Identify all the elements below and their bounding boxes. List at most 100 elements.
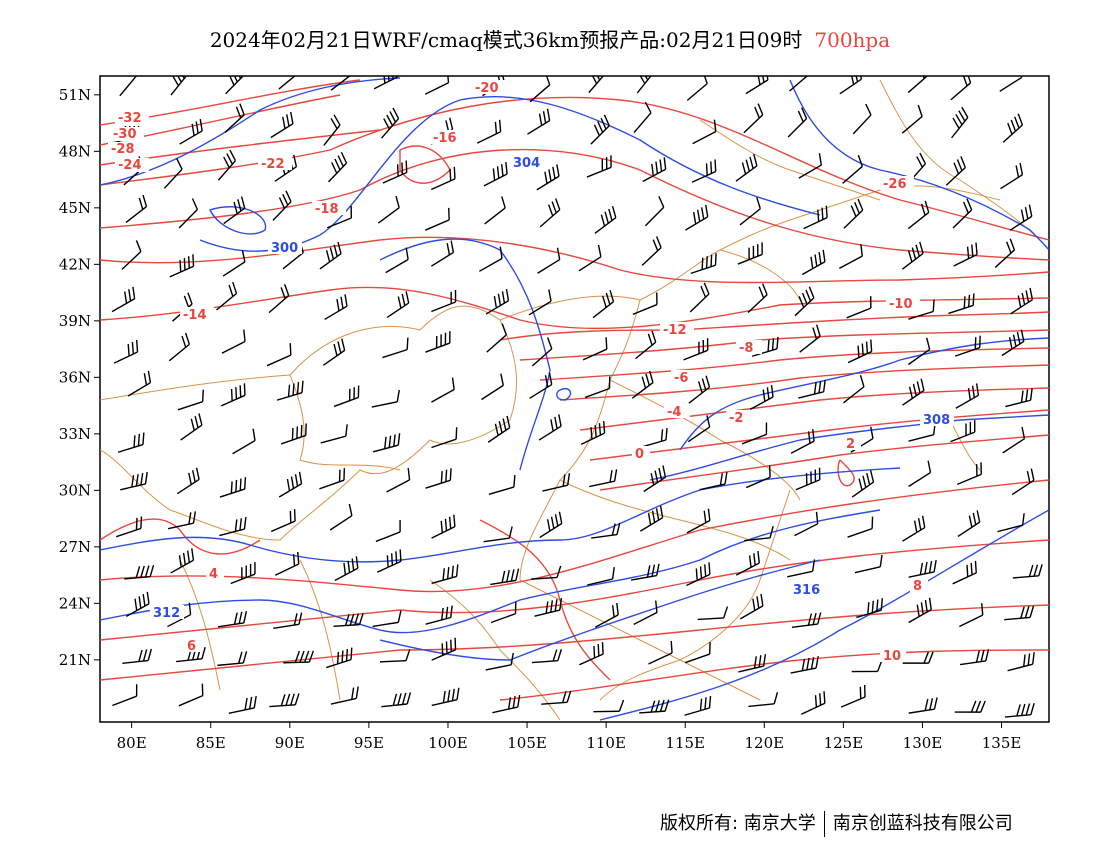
label-temp-4: 4 — [209, 567, 218, 582]
wind-barb — [801, 691, 826, 715]
wind-barb — [531, 649, 563, 664]
x-axis: 80E 85E 90E 95E 100E 105E 110E 115E 120E 125E 130E… — [117, 722, 1021, 752]
map-title: 2024年02月21日WRF/cmaq模式36km预报产品:02月21日09时 7… — [0, 24, 1100, 53]
wind-barb — [425, 605, 453, 625]
wind-barb — [125, 591, 150, 618]
wind-barb — [952, 198, 973, 229]
wind-barb — [221, 329, 246, 354]
wind-barb — [631, 370, 654, 399]
label-height-300: 300 — [271, 241, 298, 256]
wind-barb — [999, 76, 1023, 92]
wind-barb — [1011, 468, 1035, 496]
wind-barb — [954, 335, 981, 357]
boundary-lines — [100, 79, 1041, 721]
wind-barb — [636, 76, 652, 94]
wind-barb — [950, 420, 976, 443]
wind-barb — [324, 294, 348, 321]
y-axis: 51N 48N 45N 42N 39N 36N 33N 30N 27N 24N 21N — [59, 86, 100, 669]
wind-barb — [635, 330, 657, 360]
wind-barb — [425, 331, 451, 353]
wind-barb — [534, 598, 563, 617]
wind-barb — [269, 693, 300, 708]
label-temp-minus2: -2 — [729, 411, 743, 426]
wind-barb — [386, 467, 411, 493]
wind-barb — [278, 471, 303, 498]
wind-barb — [994, 238, 1016, 268]
wind-barb — [529, 372, 553, 399]
label-temp-minus18: -18 — [315, 202, 339, 217]
label-temp-minus30: -30 — [113, 127, 137, 142]
wind-barb — [851, 470, 875, 498]
wind-barb — [582, 337, 608, 361]
wind-barb — [588, 76, 605, 94]
wind-barb — [170, 548, 195, 574]
wind-barb — [485, 652, 514, 671]
lat-label: 45N — [59, 199, 91, 217]
wind-barb — [901, 241, 924, 270]
wind-barb — [839, 76, 863, 95]
wind-barb — [735, 154, 758, 182]
wind-barb — [953, 242, 978, 267]
label-temp-minus32: -32 — [118, 111, 142, 126]
wind-barb — [846, 296, 872, 319]
wind-barb — [431, 377, 455, 403]
label-temp-minus28: -28 — [111, 142, 135, 157]
wind-barb — [537, 247, 561, 274]
wind-barb — [956, 462, 982, 485]
height-contours — [100, 77, 1049, 721]
wind-barb — [840, 684, 866, 708]
wind-barb — [644, 196, 665, 227]
wind-barb — [167, 602, 192, 628]
wind-barb — [120, 471, 148, 491]
wind-barb — [117, 432, 145, 453]
wind-barb — [586, 155, 612, 178]
wind-barb — [122, 648, 153, 665]
wind-barb — [633, 600, 658, 625]
lon-label: 115E — [665, 734, 705, 752]
wind-barb — [1002, 426, 1026, 454]
wind-barb — [113, 339, 139, 364]
wind-barb — [320, 424, 348, 444]
wind-barb — [121, 240, 142, 270]
wind-barb — [578, 244, 602, 272]
lat-label: 33N — [59, 425, 91, 443]
wind-barb — [847, 339, 873, 364]
wind-barb — [479, 246, 503, 272]
wind-barb — [798, 153, 823, 179]
wind-barb — [839, 244, 863, 269]
wind-barb — [948, 293, 975, 315]
label-temp-minus26: -26 — [883, 177, 907, 192]
wind-barb — [326, 206, 353, 229]
copyright-text: 版权所有: 南京大学 — [660, 813, 816, 834]
wind-barb — [111, 286, 136, 313]
wind-barb — [119, 76, 137, 97]
wind-barb — [334, 556, 359, 582]
wind-barb — [431, 427, 458, 449]
wind-barb — [592, 289, 615, 319]
wind-barb — [584, 376, 611, 399]
lat-label: 30N — [59, 481, 91, 499]
wind-barb — [803, 205, 828, 230]
wind-barb — [798, 379, 826, 399]
wind-barb — [955, 383, 980, 409]
wind-barb — [274, 551, 300, 576]
label-temp-minus4: -4 — [667, 405, 681, 420]
wind-barb — [632, 292, 658, 315]
wind-barb — [270, 111, 294, 139]
wind-barb — [593, 699, 625, 713]
wind-barb — [744, 525, 774, 542]
wind-barb — [1002, 113, 1024, 143]
lat-label: 42N — [59, 255, 91, 273]
wind-barb — [791, 612, 822, 628]
wind-barb — [902, 378, 925, 406]
wind-barb — [630, 563, 660, 581]
wind-barb — [541, 690, 572, 705]
wind-barb — [376, 549, 402, 573]
wind-barb — [216, 281, 238, 311]
wind-barb — [531, 565, 562, 580]
wind-barb — [283, 650, 315, 664]
wind-barb — [487, 415, 511, 443]
wind-barb — [528, 289, 552, 316]
label-height-316: 316 — [793, 583, 820, 598]
wind-barb — [640, 505, 664, 532]
